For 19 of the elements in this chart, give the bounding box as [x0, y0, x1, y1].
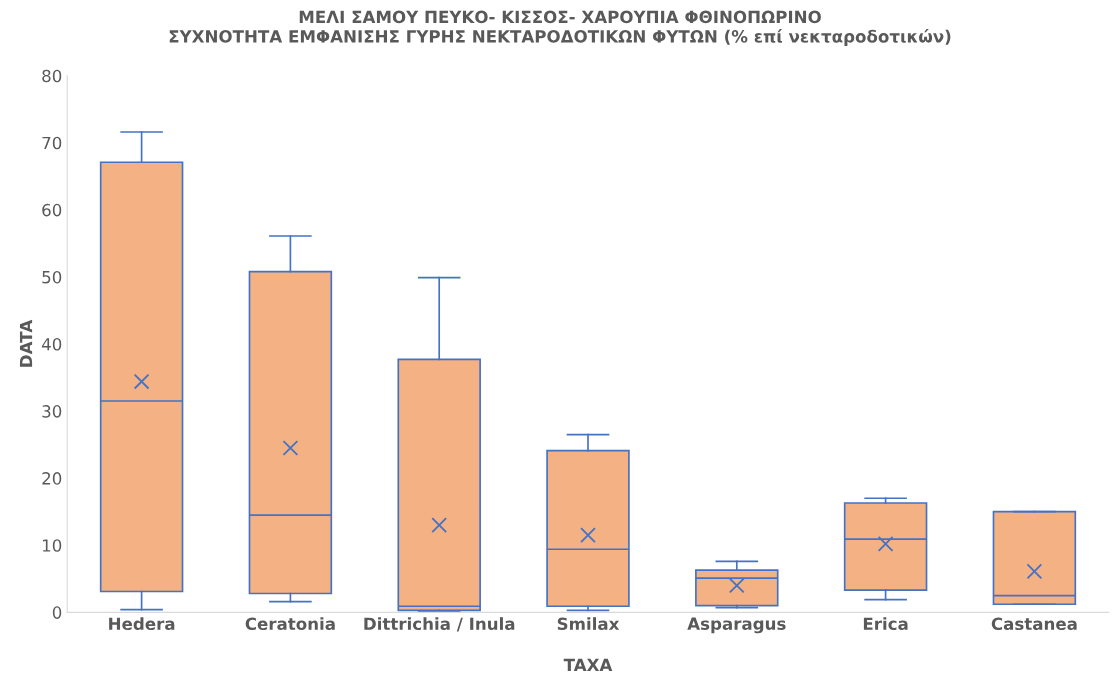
y-tick-label: 80	[42, 69, 62, 83]
y-tick-label: 70	[42, 136, 62, 150]
y-tick-label: 30	[42, 405, 62, 418]
x-tick-label: Hedera	[109, 617, 175, 631]
y-axis-title: DATA	[19, 319, 33, 367]
y-tick-label: 10	[42, 539, 62, 552]
x-tick-label: Asparagus	[687, 617, 786, 634]
y-tick-label: 50	[42, 270, 62, 284]
x-tick-label: Smilax	[557, 617, 620, 631]
y-tick-label: 0	[52, 606, 62, 619]
y-tick-label: 20	[42, 472, 62, 485]
x-tick-label: Erica	[863, 617, 908, 631]
y-tick-label: 60	[42, 203, 62, 217]
x-tick-label: Dittrichia / Inula	[364, 617, 515, 632]
x-tick-label: Ceratonia	[245, 617, 335, 631]
x-axis-title: TAXA	[563, 658, 613, 671]
chart-title: ΜΕΛΙ ΣΑΜΟΥ ΠΕΥΚΟ- ΚΙΣΣΟΣ- ΧΑΡΟΥΠΙΑ ΦΘΙΝΟΠΩΡΙΝΟ ΣΥΧΝΟΤΗΤΑ ΕΜΦΑΝΙΣΗΣ ΓΥΡΗΣ ΝΕΚΤΑΡΟΔΟΤΙΚΩΝ ΦΥΤΩΝ (% επί νεκταροδοτικών)	[169, 10, 951, 46]
x-tick-label: Castanea	[991, 617, 1077, 631]
y-tick-label: 40	[41, 337, 62, 351]
